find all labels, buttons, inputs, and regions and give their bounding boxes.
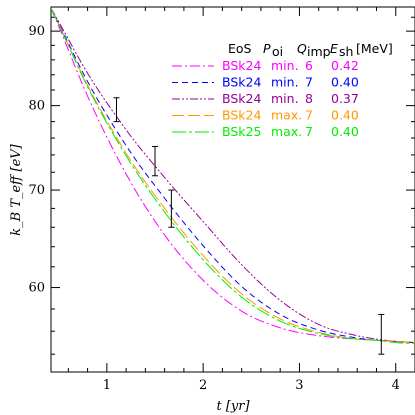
legend-label-part: 0.40 <box>331 108 359 123</box>
x-tick-label: 3 <box>295 378 303 393</box>
legend-entry-3: BSk24 min. 8 0.37 <box>172 91 359 106</box>
series-line-4 <box>51 8 415 344</box>
legend-label-part: 0.42 <box>331 58 359 73</box>
legend-label-part: 0.40 <box>331 124 359 139</box>
legend-entry-2: BSk24 min. 7 0.40 <box>172 75 359 90</box>
legend-header-unit: [MeV] <box>356 41 393 56</box>
legend-label-part: BSk24 <box>222 108 261 123</box>
x-tick-label: 4 <box>392 378 400 393</box>
legend-entry-1: BSk24 min. 6 0.42 <box>172 58 359 73</box>
legend-entry-4: BSk24 max. 7 0.40 <box>172 108 359 123</box>
legend-label-part: 7 <box>305 75 313 90</box>
legend-label-part: 6 <box>305 58 313 73</box>
legend-label-part: 7 <box>305 108 313 123</box>
legend: EoS P oi Q imp E sh [MeV] BSk24 min. 6 0.42… <box>172 41 393 139</box>
series-line-5 <box>51 8 415 345</box>
legend-label-part: 0.37 <box>331 91 359 106</box>
legend-label-part: 8 <box>305 91 313 106</box>
legend-header-e: E <box>330 41 338 56</box>
legend-header-q-sub: imp <box>307 44 331 59</box>
legend-label-part: min. <box>271 58 299 73</box>
axis-ticks <box>51 7 415 372</box>
legend-label-part: max. <box>271 124 302 139</box>
legend-label-part: BSk24 <box>222 75 261 90</box>
legend-label-part: 7 <box>305 124 313 139</box>
legend-label-part: BSk24 <box>222 58 261 73</box>
legend-label-part: BSk25 <box>222 124 261 139</box>
y-tick-label: 90 <box>28 24 45 39</box>
legend-header-e-sub: sh <box>339 44 353 59</box>
legend-header: EoS P oi Q imp E sh [MeV] <box>228 41 393 59</box>
y-tick-label: 80 <box>28 99 45 114</box>
legend-label-part: max. <box>271 108 302 123</box>
error-bar-4 <box>378 313 385 355</box>
plot-frame <box>50 6 415 373</box>
series-layer <box>51 8 415 345</box>
legend-header-q: Q <box>297 41 307 56</box>
legend-header-p: P <box>263 41 271 56</box>
legend-label-part: min. <box>271 91 299 106</box>
y-tick-label: 70 <box>28 183 45 198</box>
legend-entry-5: BSk25 max. 7 0.40 <box>172 124 359 139</box>
tick-labels: 1 2 3 4 60 70 80 90 <box>28 24 399 393</box>
error-bars <box>113 97 385 355</box>
x-tick-label: 2 <box>199 378 207 393</box>
x-axis-label: t [yr] <box>216 399 250 414</box>
x-tick-label: 1 <box>103 378 111 393</box>
legend-header-p-sub: oi <box>272 44 283 59</box>
legend-label-part: 0.40 <box>331 75 359 90</box>
y-tick-label: 60 <box>28 281 45 296</box>
error-bar-3 <box>168 189 175 228</box>
y-axis-label: k_B T_eff [eV] <box>9 143 24 235</box>
error-bar-1 <box>113 97 120 123</box>
series-line-3 <box>51 8 415 344</box>
legend-label-part: BSk24 <box>222 91 261 106</box>
legend-entries: BSk24 min. 6 0.42 BSk24 min. 7 0.40 BSk24 min. 8 0.… <box>172 58 359 139</box>
legend-header-eos: EoS <box>228 41 252 56</box>
legend-label-part: min. <box>271 75 299 90</box>
error-bar-2 <box>152 145 158 177</box>
